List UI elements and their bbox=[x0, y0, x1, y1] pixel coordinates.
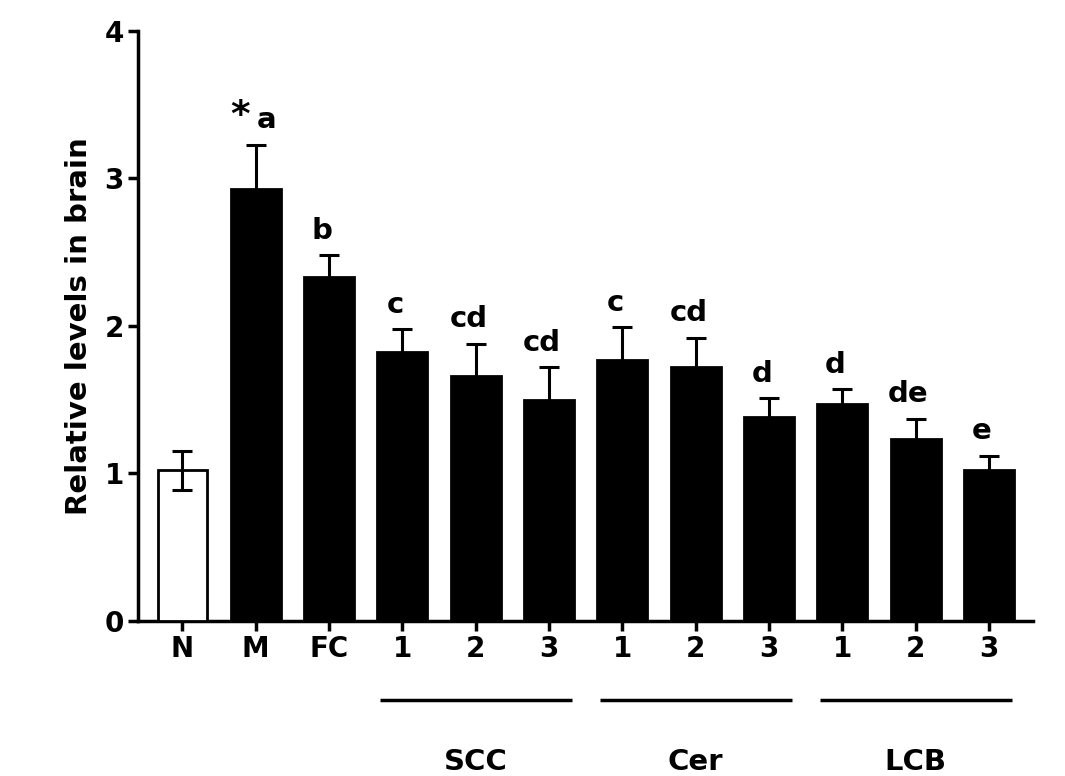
Text: *: * bbox=[230, 99, 249, 134]
Bar bbox=[890, 439, 940, 621]
Bar bbox=[305, 277, 354, 621]
Bar bbox=[158, 470, 208, 621]
Text: cd: cd bbox=[523, 329, 561, 357]
Text: a: a bbox=[257, 106, 277, 134]
Text: LCB: LCB bbox=[885, 747, 947, 775]
Bar bbox=[597, 360, 648, 621]
Bar bbox=[377, 352, 427, 621]
Text: de: de bbox=[888, 380, 929, 408]
Text: cd: cd bbox=[669, 300, 707, 327]
Text: Cer: Cer bbox=[668, 747, 723, 775]
Text: SCC: SCC bbox=[444, 747, 508, 775]
Text: d: d bbox=[824, 351, 846, 379]
Text: c: c bbox=[387, 290, 404, 319]
Text: d: d bbox=[751, 360, 772, 388]
Bar bbox=[524, 400, 574, 621]
Bar bbox=[671, 367, 721, 621]
Text: cd: cd bbox=[449, 305, 488, 334]
Bar bbox=[231, 189, 281, 621]
Text: e: e bbox=[972, 417, 992, 445]
Bar bbox=[450, 376, 501, 621]
Bar bbox=[964, 470, 1014, 621]
Text: b: b bbox=[311, 217, 332, 245]
Y-axis label: Relative levels in brain: Relative levels in brain bbox=[65, 137, 94, 514]
Bar bbox=[818, 404, 867, 621]
Bar bbox=[744, 417, 794, 621]
Text: c: c bbox=[606, 289, 624, 317]
